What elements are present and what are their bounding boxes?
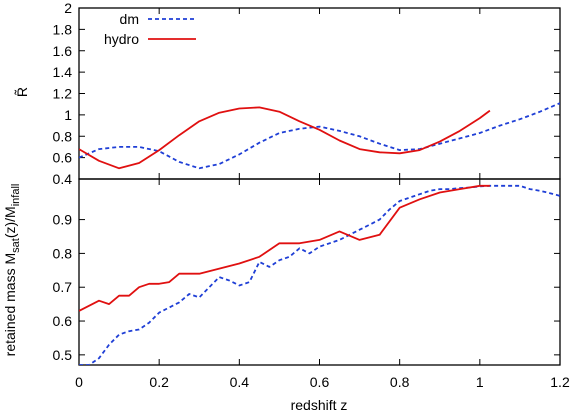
- top-y-tick-label: 0.8: [53, 128, 73, 144]
- top-panel-series: [79, 102, 560, 170]
- x-tick-label: 0.6: [310, 374, 330, 390]
- top-y-tick-label: 1.4: [53, 64, 73, 80]
- ylabel-mid: (z)/M: [2, 206, 18, 238]
- bottom-y-axis-title: retained mass Msat(z)/Minfall: [2, 184, 22, 357]
- x-tick-label: 1.2: [550, 374, 570, 390]
- top-panel-frame: [78, 7, 561, 180]
- ylabel-sub-sat: sat: [10, 238, 22, 253]
- bottom-panel-series: [79, 184, 560, 365]
- top-y-tick-label: 1.6: [53, 43, 73, 59]
- bottom-y-tick-label: 0.9: [53, 212, 73, 228]
- bottom-panel-ticks: 0.5 0.6 0.7 0.8 0.9 0 0.2 0.4 0.6 0.8 1 1.2: [53, 179, 570, 390]
- x-tick-label: 0.2: [149, 374, 169, 390]
- top-y-tick-label: 0.4: [53, 171, 73, 187]
- top-y-tick-label: 1.2: [53, 86, 73, 102]
- bottom-y-tick-label: 0.5: [53, 347, 73, 363]
- top-panel-ticks: 0.4 0.6 0.8 1 1.2 1.4 1.6 1.8 2: [53, 0, 561, 187]
- x-tick-label: 1: [476, 374, 484, 390]
- top-y-tick-label: 1: [64, 107, 72, 123]
- legend: dm hydro: [104, 11, 196, 47]
- bottom-series-line-hydro: [79, 184, 490, 312]
- top-y-tick-label: 0.6: [53, 150, 73, 166]
- x-axis-title: redshift z: [291, 397, 348, 413]
- legend-label-dm: dm: [120, 11, 139, 27]
- top-y-tick-label: 2: [64, 0, 72, 16]
- x-tick-label: 0.8: [390, 374, 410, 390]
- top-series-line-hydro: [79, 106, 491, 170]
- legend-label-hydro: hydro: [104, 31, 139, 47]
- x-tick-label: 0: [75, 374, 83, 390]
- top-series-line-dm: [79, 102, 560, 170]
- bottom-y-tick-label: 0.6: [53, 313, 73, 329]
- top-y-tick-label: 1.8: [53, 21, 73, 37]
- bottom-series-line-dm: [79, 184, 560, 365]
- bottom-y-tick-label: 0.8: [53, 245, 73, 261]
- ylabel-main: retained mass M: [2, 253, 18, 356]
- x-tick-label: 0.4: [230, 374, 250, 390]
- bottom-y-tick-label: 0.7: [53, 279, 73, 295]
- bottom-panel-frame: [78, 178, 561, 366]
- ylabel-sub-infall: infall: [10, 184, 22, 207]
- top-y-axis-title: R̃: [14, 87, 30, 97]
